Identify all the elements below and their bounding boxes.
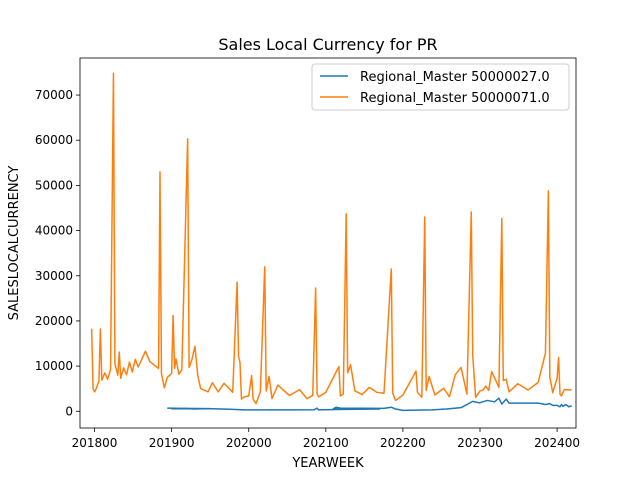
- y-tick-label: 30000: [35, 269, 73, 283]
- y-tick-label: 70000: [35, 88, 73, 102]
- series-line-2: [90, 72, 572, 405]
- y-tick-label: 40000: [35, 224, 73, 238]
- series-line-1: [167, 397, 572, 412]
- y-tick-label: 60000: [35, 133, 73, 147]
- y-tick-label: 10000: [35, 359, 73, 373]
- y-tick-label: 50000: [35, 178, 73, 192]
- y-tick-label: 0: [65, 404, 73, 418]
- plot-area: 201800 201900 202000 202100 202200 202300 2024…: [35, 57, 580, 450]
- chart-title: Sales Local Currency for PR: [218, 35, 437, 54]
- x-tick-label: 202400: [534, 436, 580, 450]
- legend-label-2: Regional_Master 50000071.0: [360, 91, 550, 106]
- x-tick-label: 202200: [380, 436, 426, 450]
- x-tick-label: 201900: [149, 436, 195, 450]
- x-tick-label: 201800: [72, 436, 118, 450]
- x-tick-label: 202000: [226, 436, 272, 450]
- legend: Regional_Master 50000027.0 Regional_Maste…: [311, 63, 570, 111]
- x-tick-label: 202100: [303, 436, 349, 450]
- y-axis-label: SALESLOCALCURRENCY: [7, 166, 22, 321]
- legend-label-1: Regional_Master 50000027.0: [360, 70, 550, 85]
- x-tick-label: 202300: [457, 436, 503, 450]
- axes-frame: [79, 57, 577, 429]
- legend-box: [311, 63, 570, 111]
- x-axis-label: YEARWEEK: [291, 456, 364, 471]
- y-tick-label: 20000: [35, 314, 73, 328]
